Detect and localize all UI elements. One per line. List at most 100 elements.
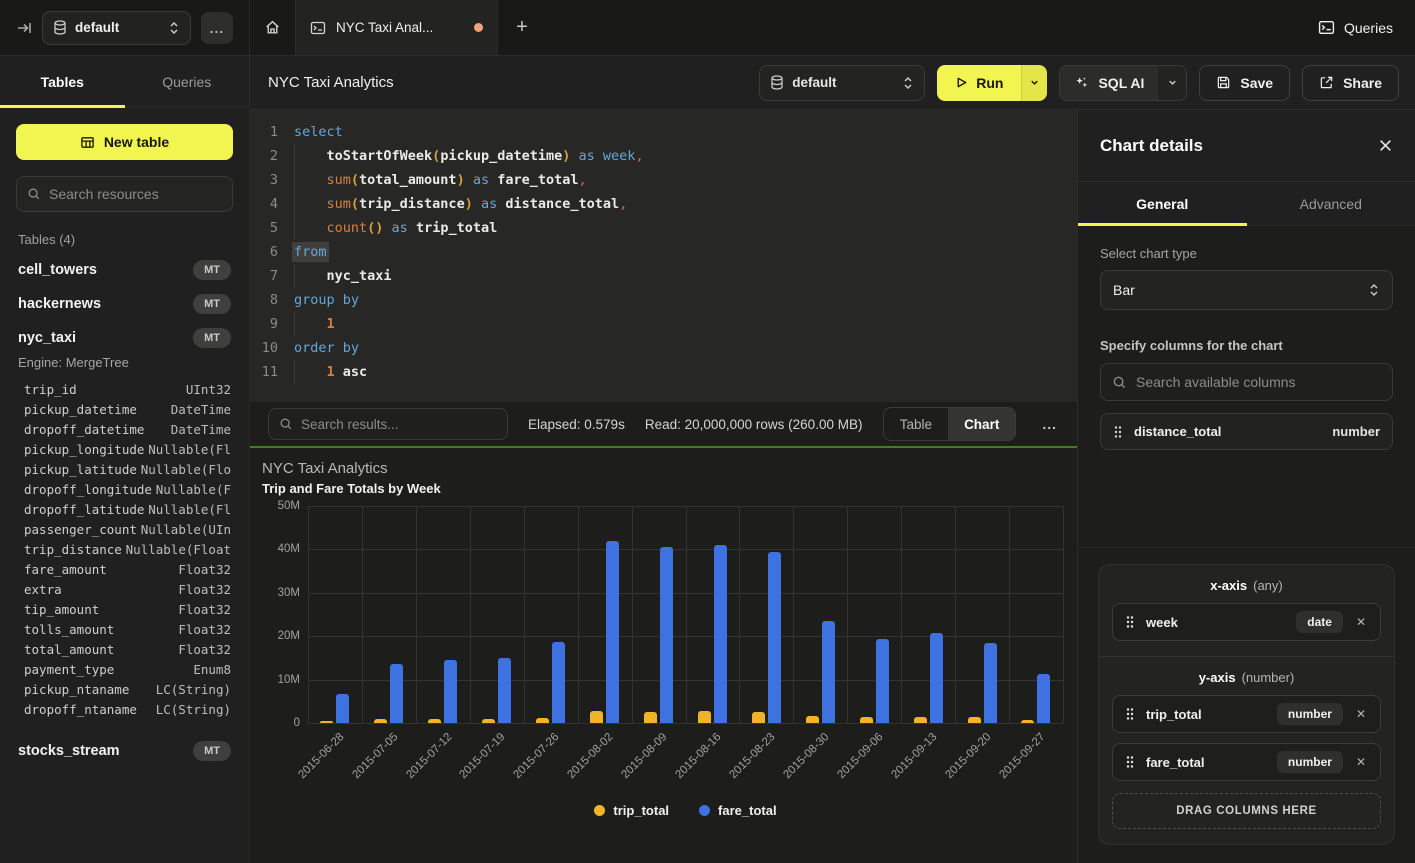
editor-line[interactable]: 1 select — [250, 120, 1077, 144]
save-button[interactable]: Save — [1199, 64, 1291, 101]
sidebar-tab-tables[interactable]: Tables — [0, 56, 125, 108]
drag-handle-icon[interactable] — [1113, 425, 1123, 439]
column-row[interactable]: tolls_amount Float32 — [24, 620, 231, 640]
column-row[interactable]: payment_type Enum8 — [24, 660, 231, 680]
bar-group[interactable] — [793, 506, 847, 723]
view-toggle-table[interactable]: Table — [899, 416, 933, 432]
bar-group[interactable] — [901, 506, 955, 723]
new-tab-button[interactable]: + — [516, 16, 528, 38]
editor-line[interactable]: 7 nyc_taxi — [250, 264, 1077, 288]
column-row[interactable]: pickup_datetime DateTime — [24, 400, 231, 420]
bar-fare_total[interactable] — [498, 658, 512, 723]
chart-type-select[interactable]: Bar — [1100, 270, 1393, 310]
run-options-button[interactable] — [1021, 64, 1048, 101]
drag-handle-icon[interactable] — [1125, 755, 1135, 769]
bar-fare_total[interactable] — [659, 546, 673, 723]
remove-icon[interactable]: ✕ — [1355, 755, 1366, 769]
editor-line[interactable]: 4 sum(trip_distance) as distance_total, — [250, 192, 1077, 216]
y-axis-chip-fare-total[interactable]: fare_total number ✕ — [1112, 743, 1381, 781]
column-row[interactable]: extra Float32 — [24, 580, 231, 600]
bar-trip_total[interactable] — [697, 710, 711, 723]
collapse-sidebar-icon[interactable] — [16, 20, 32, 36]
legend-item-fare_total[interactable]: fare_total — [699, 803, 777, 818]
legend-item-trip_total[interactable]: trip_total — [594, 803, 669, 818]
editor-line[interactable]: 5 count() as trip_total — [250, 216, 1077, 240]
column-row[interactable]: pickup_ntaname LC(String) — [24, 680, 231, 700]
bar-trip_total[interactable] — [482, 719, 496, 723]
drop-zone[interactable]: DRAG COLUMNS HERE — [1112, 793, 1381, 829]
sql-ai-button[interactable]: SQL AI — [1060, 65, 1159, 100]
tab-general[interactable]: General — [1078, 182, 1247, 226]
bar-trip_total[interactable] — [859, 716, 873, 723]
results-search-input[interactable] — [301, 416, 497, 432]
query-tab-active[interactable]: NYC Taxi Anal... — [296, 0, 498, 55]
bar-trip_total[interactable] — [320, 720, 334, 723]
bar-fare_total[interactable] — [767, 552, 781, 723]
bar-group[interactable] — [470, 506, 524, 723]
run-database-selector[interactable]: default — [759, 64, 926, 101]
workspace-more-button[interactable]: ... — [201, 11, 233, 44]
bar-trip_total[interactable] — [1021, 719, 1035, 723]
home-button[interactable] — [250, 0, 296, 55]
sidebar-tab-queries[interactable]: Queries — [162, 73, 212, 90]
bar-trip_total[interactable] — [590, 711, 604, 723]
bar-fare_total[interactable] — [1037, 673, 1051, 723]
sql-ai-options-button[interactable] — [1158, 65, 1187, 100]
bar-trip_total[interactable] — [643, 711, 657, 723]
x-axis-chip-week[interactable]: week date ✕ — [1112, 603, 1381, 641]
bar-trip_total[interactable] — [751, 712, 765, 723]
bar-fare_total[interactable] — [821, 621, 835, 723]
bar-trip_total[interactable] — [374, 719, 388, 723]
column-row[interactable]: tip_amount Float32 — [24, 600, 231, 620]
results-more-button[interactable]: ... — [1042, 416, 1057, 432]
table-row-stocks-stream[interactable]: stocks_stream MT — [16, 734, 233, 768]
bar-fare_total[interactable] — [929, 633, 943, 723]
bar-fare_total[interactable] — [552, 642, 566, 723]
y-axis-chip-trip-total[interactable]: trip_total number ✕ — [1112, 695, 1381, 733]
editor-line[interactable]: 8 group by — [250, 288, 1077, 312]
bar-group[interactable] — [685, 506, 739, 723]
tab-advanced[interactable]: Advanced — [1299, 195, 1362, 212]
column-row[interactable]: trip_id UInt32 — [24, 380, 231, 400]
editor-line[interactable]: 3 sum(total_amount) as fare_total, — [250, 168, 1077, 192]
sql-editor[interactable]: 1 select 2 toStartOfWeek(pickup_datetime) a… — [250, 110, 1077, 402]
run-button[interactable]: Run — [937, 64, 1022, 101]
table-row-cell-towers[interactable]: cell_towers MT — [16, 253, 233, 287]
editor-line[interactable]: 6 from — [250, 240, 1077, 264]
remove-icon[interactable]: ✕ — [1355, 707, 1366, 721]
bar-fare_total[interactable] — [713, 544, 727, 723]
editor-line[interactable]: 10 order by — [250, 336, 1077, 360]
chart-plot[interactable] — [308, 506, 1064, 724]
bar-fare_total[interactable] — [336, 693, 350, 723]
bar-group[interactable] — [416, 506, 470, 723]
column-row[interactable]: trip_distance Nullable(Float — [24, 540, 231, 560]
bar-group[interactable] — [1009, 506, 1063, 723]
bar-fare_total[interactable] — [444, 660, 458, 723]
table-row-nyc-taxi[interactable]: nyc_taxi MT — [16, 321, 233, 355]
column-row[interactable]: passenger_count Nullable(UIn — [24, 520, 231, 540]
bar-group[interactable] — [955, 506, 1009, 723]
column-row[interactable]: dropoff_longitude Nullable(F — [24, 480, 231, 500]
column-row[interactable]: total_amount Float32 — [24, 640, 231, 660]
editor-line[interactable]: 2 toStartOfWeek(pickup_datetime) as week, — [250, 144, 1077, 168]
column-row[interactable]: dropoff_ntaname LC(String) — [24, 700, 231, 720]
bar-group[interactable] — [847, 506, 901, 723]
bar-fare_total[interactable] — [875, 639, 889, 723]
remove-icon[interactable]: ✕ — [1355, 615, 1366, 629]
close-icon[interactable] — [1378, 138, 1393, 153]
view-toggle-chart[interactable]: Chart — [948, 408, 1016, 440]
table-row-hackernews[interactable]: hackernews MT — [16, 287, 233, 321]
bar-group[interactable] — [578, 506, 632, 723]
share-button[interactable]: Share — [1302, 64, 1399, 101]
column-row[interactable]: pickup_latitude Nullable(Flo — [24, 460, 231, 480]
editor-line[interactable]: 11 1 asc — [250, 360, 1077, 384]
new-table-button[interactable]: New table — [16, 124, 233, 160]
bar-trip_total[interactable] — [428, 719, 442, 723]
column-row[interactable]: dropoff_latitude Nullable(Fl — [24, 500, 231, 520]
bar-group[interactable] — [308, 506, 362, 723]
bar-trip_total[interactable] — [967, 716, 981, 723]
bar-trip_total[interactable] — [536, 718, 550, 723]
queries-button[interactable]: Queries — [1318, 19, 1393, 36]
sidebar-search-input[interactable] — [49, 186, 230, 202]
